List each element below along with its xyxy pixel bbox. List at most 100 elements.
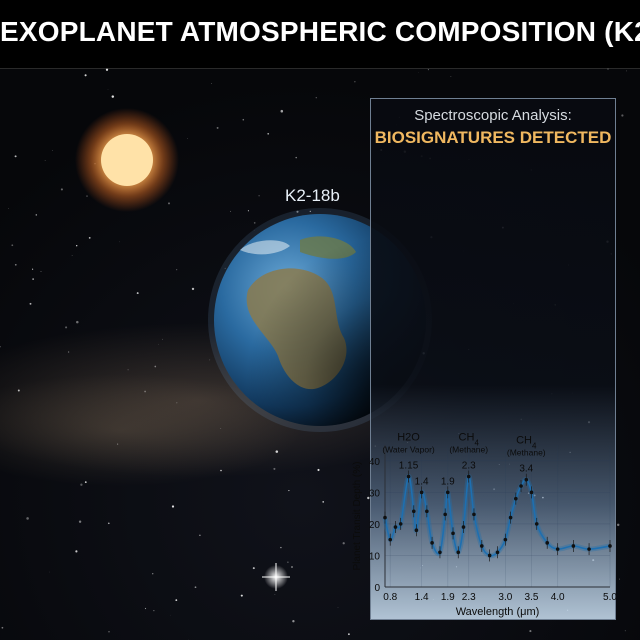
star-dot [274, 594, 276, 595]
star-dot [258, 195, 260, 197]
star-dot [8, 207, 9, 209]
star-dot [199, 534, 201, 537]
star-dot [105, 68, 109, 71]
star-dot [1, 626, 4, 629]
star-dot [287, 561, 289, 563]
data-point [393, 525, 398, 529]
data-point [438, 550, 442, 555]
star-dot [44, 160, 46, 161]
molecule-description: (Methane) [507, 448, 546, 458]
star-dot [11, 244, 14, 247]
star-dot [176, 402, 178, 404]
star-dot [171, 505, 175, 508]
x-tick-label: 0.8 [383, 592, 397, 603]
data-point [461, 525, 466, 529]
peak-value-label: 1.9 [441, 476, 455, 487]
star-dot [84, 481, 87, 483]
sun-icon [75, 108, 179, 212]
x-tick-label: 3.0 [498, 592, 512, 603]
peak-value-label: 3.4 [519, 464, 533, 475]
star-dot [158, 343, 159, 345]
y-tick-label: 0 [374, 583, 380, 594]
x-axis-label: Wavelength (μm) [456, 606, 540, 618]
star-dot [80, 483, 83, 486]
star-dot [14, 155, 17, 158]
star-dot [273, 467, 276, 470]
data-point [430, 541, 434, 545]
data-point [419, 490, 424, 495]
molecule-description: (Methane) [449, 445, 488, 455]
data-point [466, 474, 471, 479]
molecule-label: H2O [397, 432, 420, 444]
star-dot [67, 351, 70, 353]
star-dot [35, 214, 38, 216]
star-dot [51, 149, 53, 151]
star-dot [280, 109, 284, 113]
star-dot [136, 292, 139, 295]
star-dot [176, 269, 178, 271]
data-point [608, 544, 612, 548]
data-point [472, 512, 476, 517]
star-dot [65, 326, 68, 329]
star-dot [624, 630, 626, 632]
chart-points [383, 470, 612, 562]
molecule-label: CH4 [459, 432, 480, 448]
star-dot [86, 195, 88, 197]
y-tick-label: 20 [369, 520, 381, 531]
star-dot [88, 236, 91, 239]
star-dot [107, 89, 109, 90]
data-point [383, 515, 387, 520]
star-dot [32, 278, 34, 280]
data-point [451, 531, 455, 536]
star-dot [107, 522, 110, 525]
star-dot [26, 517, 29, 520]
star-dot [607, 68, 609, 70]
data-point [534, 522, 539, 526]
star-dot [619, 578, 621, 580]
star-dot [342, 542, 345, 545]
star-dot [78, 520, 82, 523]
x-tick-label: 4.0 [551, 592, 565, 603]
data-point [456, 550, 461, 555]
data-point [571, 544, 576, 548]
star-dot [76, 245, 78, 247]
star-dot [14, 263, 17, 266]
star-dot [111, 95, 115, 98]
star-dot [252, 567, 255, 570]
star-dot [247, 210, 249, 212]
star-dot [144, 607, 147, 610]
star-dot [354, 81, 356, 83]
chart-series [382, 474, 611, 559]
star-dot [49, 571, 50, 573]
data-point [529, 490, 534, 495]
star-dot [108, 631, 110, 633]
star-dot [367, 496, 370, 500]
spectroscopy-panel: Spectroscopic Analysis: BIOSIGNATURES DE… [370, 98, 616, 620]
star-dot [191, 287, 195, 291]
y-tick-label: 30 [369, 488, 381, 499]
star-dot [211, 83, 212, 84]
star-dot [194, 586, 197, 589]
planet-label: K2-18b [285, 186, 340, 205]
page-title: EXOPLANET ATMOSPHERIC COMPOSITION (K2-18… [0, 16, 640, 47]
data-point [508, 515, 513, 520]
star-dot [348, 633, 350, 636]
star-dot [224, 267, 226, 269]
data-point [411, 509, 416, 514]
star-dot [216, 126, 219, 129]
star-dot [616, 523, 620, 527]
y-axis-label: Planet Transit Depth (%) [352, 462, 363, 571]
star-dot [275, 450, 279, 453]
data-point [587, 547, 591, 551]
panel-subtitle: Spectroscopic Analysis: [414, 107, 572, 124]
star-dot [309, 210, 311, 213]
spectrum-chart: 0 10 20 30 40 0.8 1.4 1.9 2.3 3.0 3.5 4.0 5.0 Wavelen… [352, 432, 617, 618]
data-point [555, 547, 560, 551]
y-tick-label: 40 [369, 457, 381, 468]
star-dot [337, 607, 339, 608]
star-dot [153, 610, 155, 612]
x-tick-label: 3.5 [525, 592, 539, 603]
star-dot [209, 359, 211, 361]
data-point [487, 553, 492, 558]
